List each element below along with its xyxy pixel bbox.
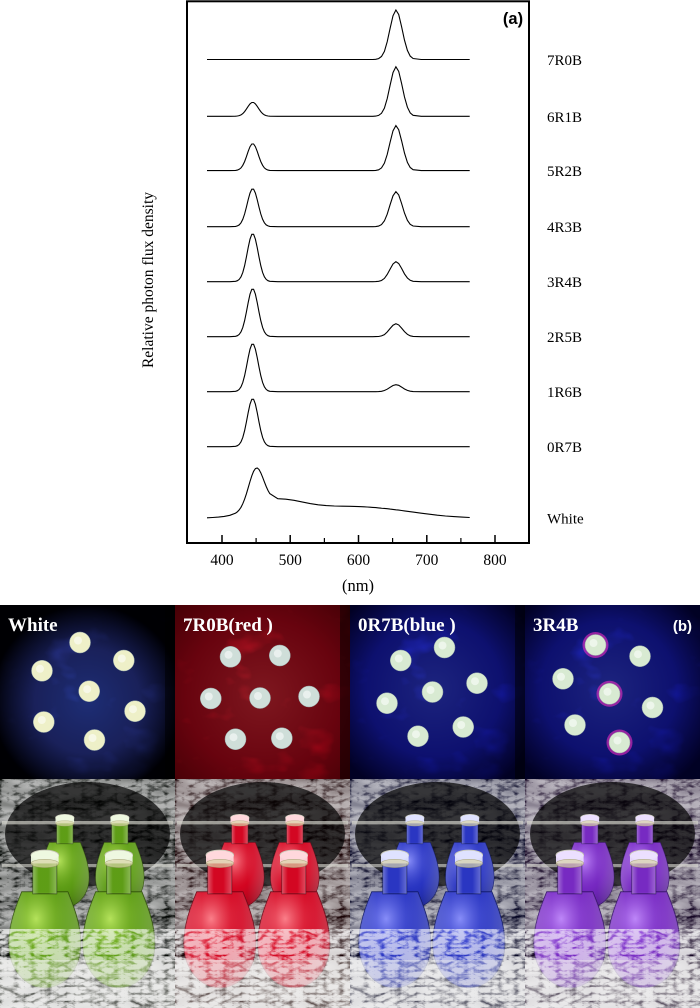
svg-text:White: White — [8, 615, 58, 636]
svg-text:800: 800 — [483, 552, 507, 569]
svg-text:White: White — [547, 512, 584, 528]
svg-text:2R5B: 2R5B — [547, 330, 582, 346]
svg-text:(b): (b) — [673, 618, 692, 635]
svg-text:5R2B: 5R2B — [547, 164, 582, 180]
svg-text:Relative photon flux density: Relative photon flux density — [140, 192, 157, 368]
svg-text:(a): (a) — [503, 10, 523, 28]
svg-text:600: 600 — [347, 552, 371, 569]
svg-text:1R6B: 1R6B — [547, 385, 582, 401]
svg-text:(nm): (nm) — [342, 576, 374, 595]
svg-text:3R4B: 3R4B — [533, 615, 579, 636]
svg-text:7R0B: 7R0B — [547, 53, 582, 69]
svg-text:0R7B: 0R7B — [547, 440, 582, 456]
svg-text:0R7B(blue ): 0R7B(blue ) — [358, 615, 456, 636]
svg-text:400: 400 — [210, 552, 234, 569]
svg-text:3R4B: 3R4B — [547, 275, 582, 291]
svg-text:4R3B: 4R3B — [547, 220, 582, 236]
svg-text:500: 500 — [279, 552, 303, 569]
svg-text:7R0B(red ): 7R0B(red ) — [183, 615, 273, 636]
svg-text:700: 700 — [415, 552, 439, 569]
svg-text:6R1B: 6R1B — [547, 110, 582, 126]
